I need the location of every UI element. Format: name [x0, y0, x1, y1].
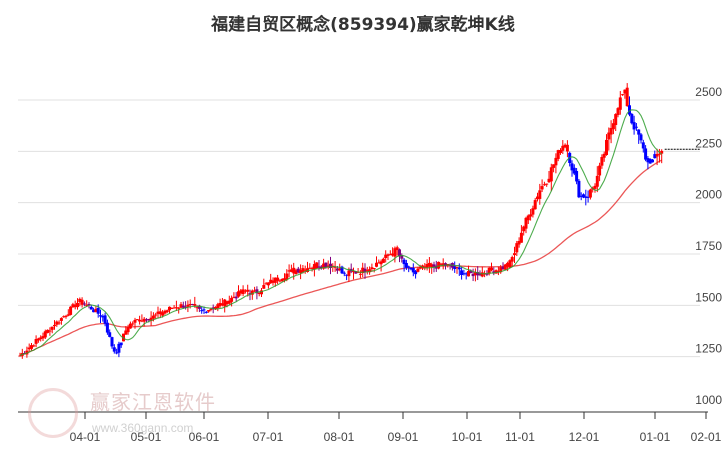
y-tick-label: 2500 — [695, 85, 722, 99]
y-tick-label: 1750 — [695, 239, 722, 253]
chart-title: 福建自贸区概念(859394)赢家乾坤K线 — [211, 15, 515, 35]
x-tick-label: 11-01 — [505, 430, 535, 444]
x-axis: 04-01 05-01 06-01 07-01 08-01 09-01 10-01 11-01… — [18, 411, 722, 444]
x-tick-label: 10-01 — [452, 430, 483, 444]
y-tick-label: 1000 — [695, 393, 722, 407]
x-tick-label: 02-01 — [691, 430, 722, 444]
candlesticks — [18, 83, 664, 359]
x-tick-label: 01-01 — [640, 430, 671, 444]
ma-short-line — [19, 109, 700, 356]
ma-long-line — [19, 159, 663, 357]
y-tick-label: 1500 — [695, 290, 722, 304]
x-tick-label: 12-01 — [569, 430, 600, 444]
watermark-brand: 赢家江恩软件 — [90, 390, 216, 414]
x-tick-label: 06-01 — [189, 430, 220, 444]
x-tick-label: 04-01 — [70, 430, 101, 444]
y-tick-label: 2000 — [695, 188, 722, 202]
x-tick-label: 07-01 — [253, 430, 284, 444]
y-axis: 1000 1250 1500 1750 2000 2250 2500 — [695, 85, 722, 407]
grid-lines — [18, 99, 700, 358]
x-tick-label: 08-01 — [324, 430, 355, 444]
x-tick-label: 09-01 — [388, 430, 419, 444]
y-tick-label: 1250 — [695, 342, 722, 356]
y-tick-label: 2250 — [695, 136, 722, 150]
x-tick-label: 05-01 — [131, 430, 162, 444]
watermark-seal-icon — [28, 388, 78, 438]
watermark-url: www.360gann.com — [92, 421, 194, 435]
